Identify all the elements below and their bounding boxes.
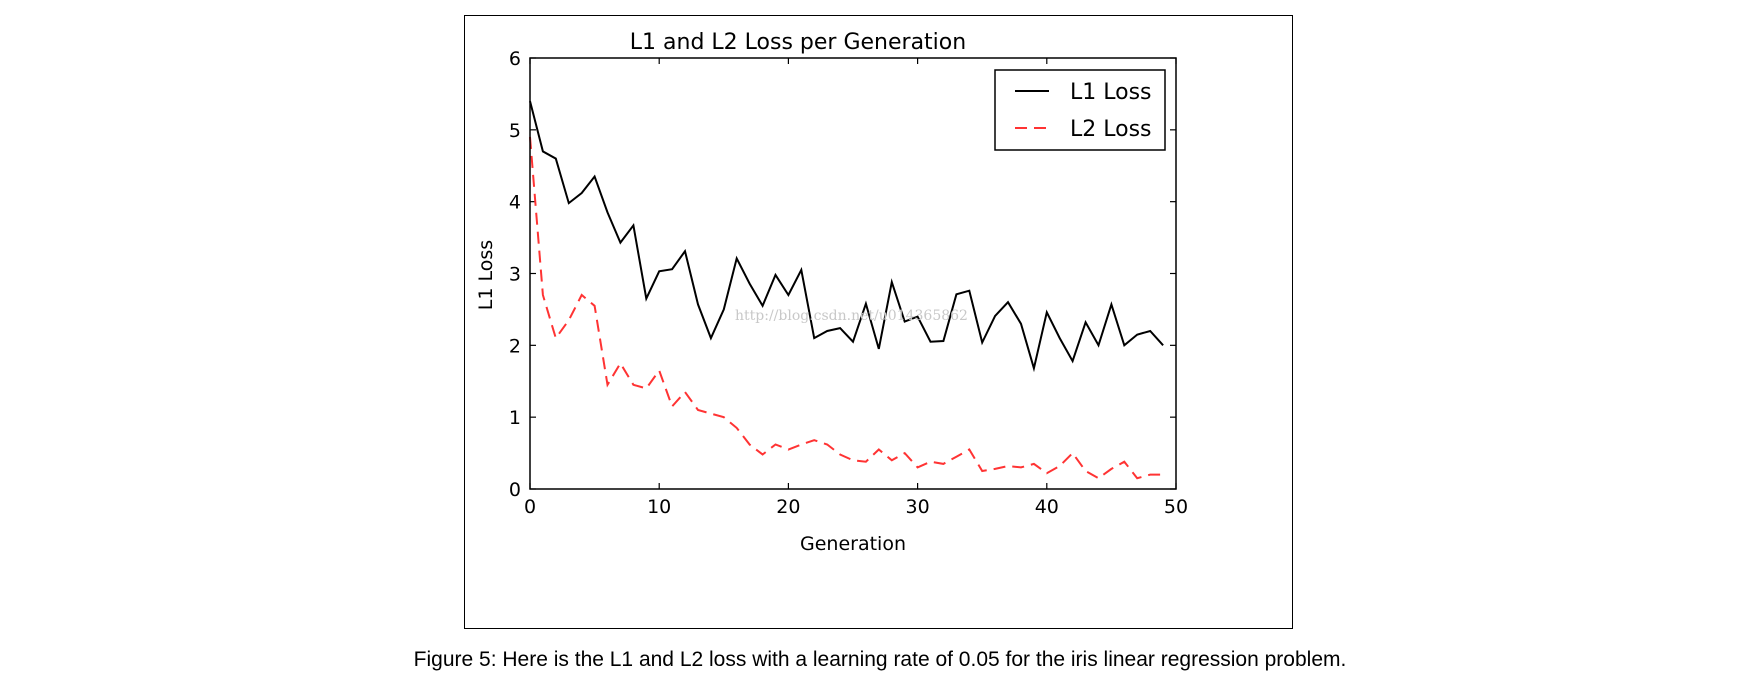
x-tick-label: 20 [776, 496, 800, 518]
series-layer [529, 100, 1164, 480]
y-axis-label: L1 Loss [475, 240, 497, 310]
x-tick-label: 30 [906, 496, 930, 518]
series-line-l2-loss [529, 136, 1164, 480]
y-tick-label: 5 [509, 120, 521, 142]
x-tick-label: 50 [1164, 496, 1188, 518]
y-tick-label: 4 [509, 192, 521, 214]
plot-area-border [529, 57, 1177, 490]
x-tick-label: 10 [647, 496, 671, 518]
legend-label: L2 Loss [1070, 117, 1152, 142]
legend: L1 Loss L2 Loss [994, 69, 1166, 151]
legend-label: L1 Loss [1070, 80, 1152, 105]
y-tick-label: 3 [509, 264, 521, 286]
figure-caption: Figure 5: Here is the L1 and L2 loss wit… [413, 648, 1347, 671]
x-axis-label: Generation [800, 533, 906, 555]
chart: L1 and L2 Loss per Generation 0 1 2 3 4 5 6 0 1… [475, 30, 1188, 555]
y-tick-label: 1 [509, 407, 521, 429]
figure-frame: L1 and L2 Loss per Generation 0 1 2 3 4 5 6 0 1… [464, 15, 1293, 629]
x-axis-ticks: 0 10 20 30 40 50 [524, 58, 1188, 518]
y-tick-label: 6 [509, 48, 521, 70]
watermark-text: http://blog.csdn.net/u014365862 [735, 308, 968, 324]
y-tick-label: 2 [509, 335, 521, 357]
y-tick-label: 0 [509, 479, 521, 501]
x-tick-label: 0 [524, 496, 536, 518]
x-tick-label: 40 [1035, 496, 1059, 518]
chart-title: L1 and L2 Loss per Generation [630, 30, 966, 55]
series-line-l1-loss [529, 100, 1164, 373]
legend-box [994, 69, 1166, 151]
